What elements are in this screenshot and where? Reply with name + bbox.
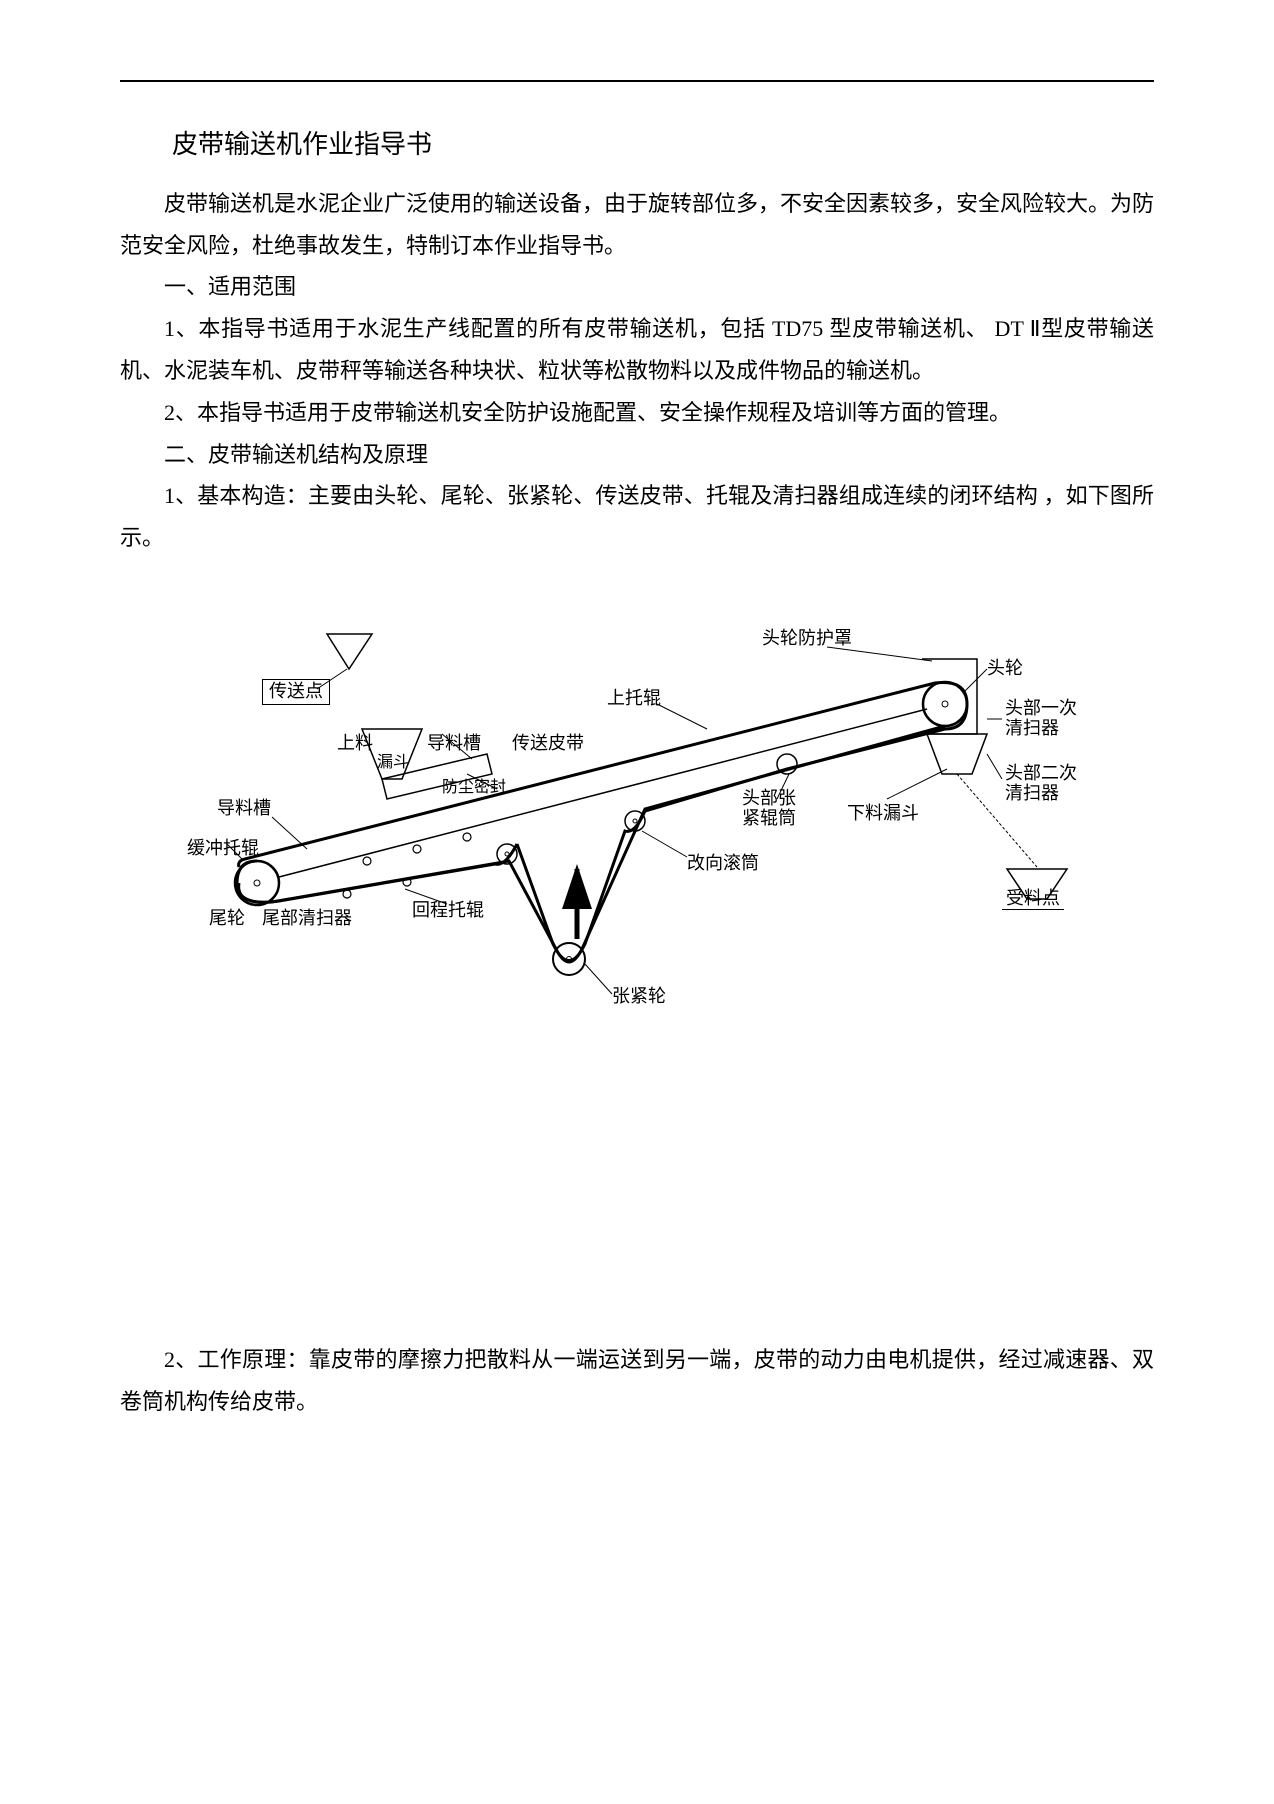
document-page: 皮带输送机作业指导书 皮带输送机是水泥企业广泛使用的输送设备，由于旋转部位多，不… <box>0 0 1274 1503</box>
label-tail-cleaner: 尾部清扫器 <box>262 909 352 929</box>
header-rule <box>120 80 1154 82</box>
label-discharge-hopper: 下料漏斗 <box>847 804 919 824</box>
idler <box>413 845 421 853</box>
leader <box>827 647 932 661</box>
belt-top-lower <box>279 709 927 877</box>
label-guide-chute-2: 导料槽 <box>217 799 271 819</box>
section-1-p1: 1、本指导书适用于水泥生产线配置的所有皮带输送机，包括 TD75 型皮带输送机、… <box>120 308 1154 392</box>
label-head-guard: 头轮防护罩 <box>762 629 852 649</box>
belt-top-upper <box>239 682 967 867</box>
label-head-wheel: 头轮 <box>987 659 1023 679</box>
label-head-tension-drum: 头部张紧辊筒 <box>742 789 812 829</box>
conveyor-diagram-wrap: 头轮防护罩 头轮 头部一次清扫器 头部二次清扫器 传送点 上托辊 上料 漏斗 导… <box>120 599 1154 1019</box>
intro-paragraph: 皮带输送机是水泥企业广泛使用的输送设备，由于旋转部位多，不安全因素较多，安全风险… <box>120 183 1154 267</box>
transfer-funnel <box>327 634 372 669</box>
leader <box>272 817 307 849</box>
label-dust-seal: 防尘密封 <box>442 779 506 797</box>
label-head-primary-cleaner: 头部一次清扫器 <box>1005 699 1085 739</box>
label-tension-wheel: 张紧轮 <box>612 987 666 1007</box>
leader <box>585 964 612 994</box>
label-return-roller: 回程托辊 <box>412 901 484 921</box>
label-hopper: 漏斗 <box>377 754 409 772</box>
leader <box>887 769 947 799</box>
label-conveyor-belt: 传送皮带 <box>512 734 584 754</box>
label-tail-wheel: 尾轮 <box>209 909 245 929</box>
return-idler <box>343 890 351 898</box>
leader <box>657 704 707 729</box>
label-receive-point: 受料点 <box>1002 889 1064 910</box>
label-redirect-drum: 改向滚筒 <box>687 854 759 874</box>
conveyor-diagram: 头轮防护罩 头轮 头部一次清扫器 头部二次清扫器 传送点 上托辊 上料 漏斗 导… <box>187 599 1087 1019</box>
section-2-p2: 2、工作原理：靠皮带的摩擦力把散料从一端运送到另一端，皮带的动力由电机提供，经过… <box>120 1339 1154 1423</box>
document-title: 皮带输送机作业指导书 <box>120 122 1154 169</box>
redirect-right-center <box>633 819 637 823</box>
label-guide-chute: 导料槽 <box>427 734 481 754</box>
section-1-heading: 一、适用范围 <box>120 266 1154 308</box>
leader <box>642 831 687 857</box>
leader <box>965 669 987 691</box>
head-wheel-center <box>942 701 948 707</box>
section-1-p2: 2、本指导书适用于皮带输送机安全防护设施配置、安全操作规程及培训等方面的管理。 <box>120 392 1154 434</box>
section-2-p1: 1、基本构造：主要由头轮、尾轮、张紧轮、传送皮带、托辊及清扫器组成连续的闭环结构… <box>120 475 1154 559</box>
label-feeding: 上料 <box>337 734 373 754</box>
conveyor-svg <box>187 599 1087 1019</box>
label-upper-roller: 上托辊 <box>607 689 661 709</box>
label-transfer-point: 传送点 <box>262 679 330 705</box>
redirect-left-center <box>505 852 509 856</box>
discharge-hopper <box>927 734 987 774</box>
section-2-heading: 二、皮带输送机结构及原理 <box>120 434 1154 476</box>
tail-wheel-center <box>254 880 260 886</box>
head-wheel <box>923 682 967 726</box>
spacer <box>120 1059 1154 1339</box>
tail-wheel <box>235 861 279 905</box>
idler <box>363 857 371 865</box>
label-buffer-roller: 缓冲托辊 <box>187 839 259 859</box>
label-head-secondary-cleaner: 头部二次清扫器 <box>1005 764 1085 804</box>
idler <box>463 833 471 841</box>
head-guard-box <box>922 659 977 734</box>
leader <box>987 754 1002 779</box>
